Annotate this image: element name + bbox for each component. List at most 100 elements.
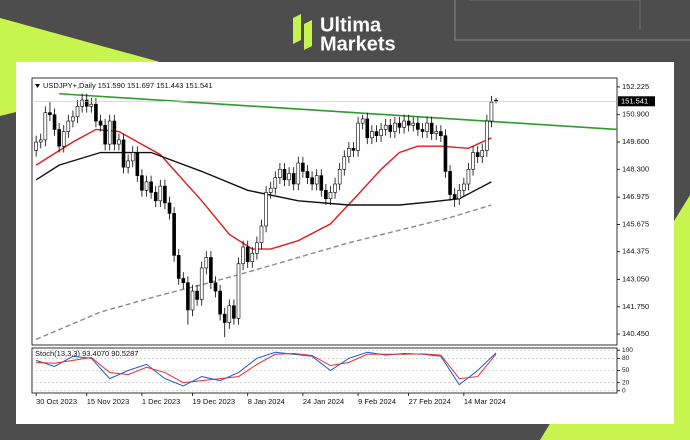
- y-tick-label: 50: [622, 367, 630, 374]
- candle-body: [190, 290, 195, 311]
- candle-body: [126, 160, 130, 168]
- candle-body: [158, 185, 163, 202]
- candle-body: [66, 120, 71, 132]
- candle-body: [98, 120, 103, 126]
- candle-body: [342, 156, 347, 170]
- candle-body: [107, 120, 112, 145]
- candle-body: [278, 169, 282, 179]
- candle-body: [347, 148, 351, 158]
- candle-body: [186, 282, 190, 311]
- candle-body: [89, 103, 94, 107]
- candle-body: [370, 131, 374, 139]
- candle-body: [365, 118, 370, 139]
- candle-body: [273, 177, 278, 189]
- menu-icon: [35, 84, 40, 88]
- candle-body: [406, 120, 411, 126]
- candle-body: [287, 173, 291, 181]
- candle-body: [255, 242, 259, 254]
- x-tick-label: 8 Jan 2024: [248, 397, 285, 406]
- x-tick-label: 14 Mar 2024: [464, 397, 506, 406]
- price-label: 151.541: [621, 96, 648, 105]
- y-tick-label: 152.225: [622, 82, 649, 91]
- candle-body: [374, 131, 379, 137]
- moving-average: [35, 204, 492, 340]
- candle-body: [466, 169, 471, 185]
- candle-body: [181, 278, 186, 283]
- candle-body: [282, 169, 287, 181]
- candle-body: [195, 290, 199, 300]
- candle-body: [264, 192, 268, 227]
- candle-body: [121, 139, 126, 168]
- y-tick-label: 0: [622, 388, 626, 395]
- candle-body: [153, 192, 158, 202]
- candle-body: [94, 103, 98, 122]
- candle-body: [360, 118, 365, 124]
- candle-body: [328, 192, 333, 199]
- y-tick-label: 146.975: [622, 192, 649, 201]
- candle-body: [75, 106, 80, 118]
- candle-body: [71, 116, 75, 122]
- candle-body: [337, 169, 342, 185]
- candle-body: [319, 175, 324, 191]
- candle-body: [485, 120, 489, 151]
- chart-panel: [16, 62, 674, 424]
- candle-body: [48, 112, 52, 116]
- candle-body: [61, 131, 66, 147]
- candle-body: [34, 141, 38, 151]
- brand: Ultima: [320, 14, 382, 36]
- x-tick-label: 27 Feb 2024: [409, 397, 451, 406]
- candle-body: [130, 152, 135, 162]
- candle-body: [310, 177, 314, 185]
- candle-body: [388, 124, 393, 132]
- price-box: [618, 96, 655, 107]
- candle-body: [236, 263, 241, 319]
- candle-body: [250, 252, 255, 262]
- candle-body: [199, 267, 204, 300]
- y-tick-label: 80: [622, 355, 630, 362]
- candle-body: [305, 171, 310, 179]
- candle-body: [112, 120, 117, 145]
- plot-frame: [31, 77, 618, 346]
- candle-body: [434, 131, 439, 134]
- candle-body: [84, 99, 89, 107]
- y-tick-label: 149.600: [622, 137, 649, 146]
- candle-body: [291, 173, 296, 185]
- candle-body: [222, 313, 227, 323]
- candle-body: [245, 246, 250, 262]
- stoch-line: [36, 352, 497, 384]
- x-tick-label: 9 Feb 2024: [358, 397, 396, 406]
- candle-body: [296, 162, 301, 185]
- candle-body: [379, 129, 383, 137]
- accent: [0, 18, 160, 116]
- y-tick-label: 140.450: [622, 329, 649, 338]
- candle-body: [301, 162, 305, 172]
- decor-line: [470, 0, 641, 30]
- candle-body: [57, 129, 61, 147]
- candle-body: [351, 148, 356, 151]
- candle-body: [443, 135, 448, 172]
- candle-body: [393, 122, 397, 132]
- x-tick-label: 1 Dec 2023: [142, 397, 180, 406]
- candle-body: [38, 139, 43, 143]
- candle-body: [241, 246, 245, 265]
- candle-body: [420, 129, 425, 132]
- candle-body: [268, 187, 273, 193]
- candle-body: [356, 122, 360, 151]
- candle-body: [402, 120, 406, 128]
- y-tick-label: 145.675: [622, 219, 649, 228]
- brand: Markets: [320, 33, 396, 55]
- moving-average: [35, 151, 492, 206]
- x-tick-label: 30 Oct 2023: [36, 397, 77, 406]
- candle-body: [176, 255, 181, 279]
- candle-body: [227, 305, 232, 323]
- y-tick-label: 20: [622, 379, 630, 386]
- trendline: [59, 92, 618, 131]
- candle-body: [103, 124, 107, 145]
- y-tick-label: 141.750: [622, 302, 649, 311]
- y-tick-label: 144.375: [622, 247, 649, 256]
- logo-icon: [293, 14, 312, 50]
- candle-body: [324, 189, 328, 199]
- x-tick-label: 15 Nov 2023: [87, 397, 130, 406]
- candle-body: [213, 282, 218, 292]
- candle-body: [163, 185, 167, 204]
